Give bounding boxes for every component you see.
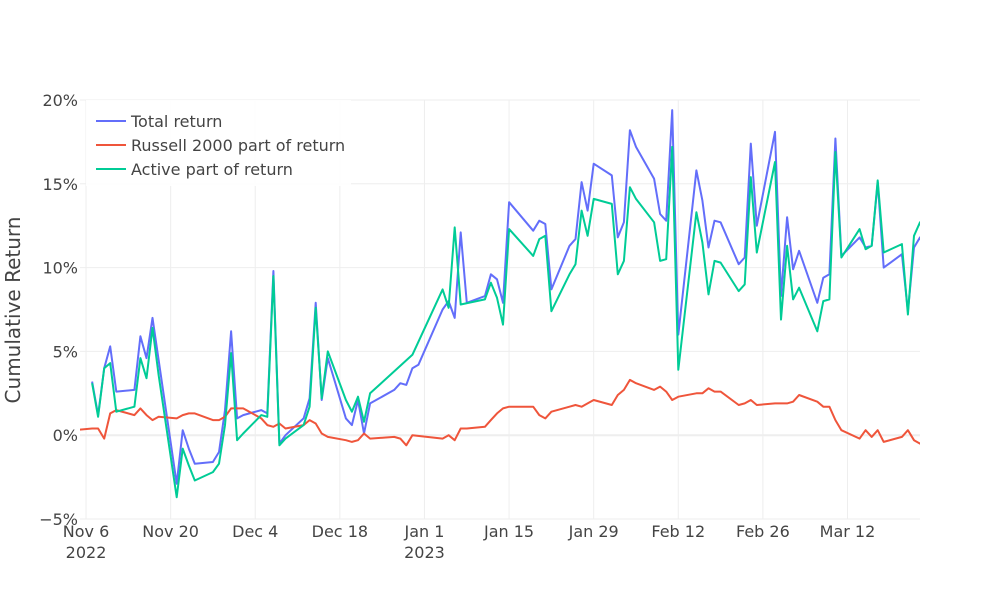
x-tick-label: Dec 18 [312,522,368,541]
x-tick-label: Jan 1 [403,522,444,541]
legend-label: Russell 2000 part of return [131,136,345,155]
legend-item-russell-2000-part-of-return[interactable]: Russell 2000 part of return [96,136,345,155]
y-tick-label: 0% [53,426,78,445]
y-tick-label: 20% [42,91,78,110]
x-tick-label: Feb 12 [651,522,705,541]
y-tick-label: 15% [42,175,78,194]
x-tick-label: Jan 15 [483,522,534,541]
x-tick-label: Mar 12 [820,522,876,541]
legend-label: Active part of return [131,160,293,179]
legend-label: Total return [130,112,222,131]
x-tick-label: Jan 29 [568,522,619,541]
y-tick-label: 10% [42,259,78,278]
legend[interactable]: Total return Russell 2000 part of return A… [86,100,351,186]
y-tick-label: 5% [53,342,78,361]
x-tick-year-label: 2022 [66,543,107,562]
y-axis-title: Cumulative Return [1,217,25,404]
x-tick-label: Dec 4 [232,522,278,541]
x-tick-label: Feb 26 [736,522,790,541]
x-tick-label: Nov 20 [142,522,199,541]
x-tick-label: Nov 6 [63,522,110,541]
x-tick-year-label: 2023 [404,543,445,562]
